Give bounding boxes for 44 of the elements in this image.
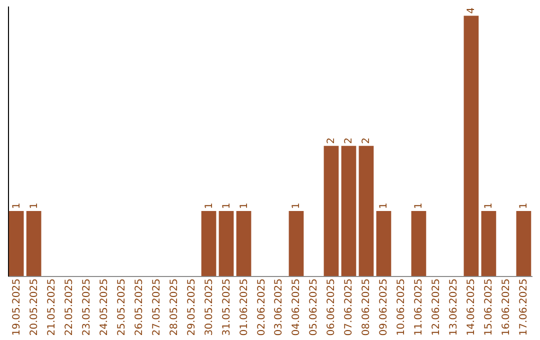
x-tick-label: 04.06.2025 bbox=[291, 278, 302, 336]
x-tick-label: 17.06.2025 bbox=[518, 278, 530, 336]
x-tick-label: 01.06.2025 bbox=[238, 278, 250, 336]
x-tick-label: 03.06.2025 bbox=[274, 278, 285, 336]
x-tick-label: 19.05.2025 bbox=[11, 278, 22, 336]
data-label: 1 bbox=[221, 202, 232, 209]
x-tick-label: 23.05.2025 bbox=[81, 278, 92, 336]
x-tick-label: 12.06.2025 bbox=[431, 278, 442, 336]
data-label: 4 bbox=[466, 7, 478, 14]
data-label: 1 bbox=[291, 202, 302, 209]
data-label: 1 bbox=[28, 202, 40, 209]
data-label: 2 bbox=[344, 138, 355, 144]
x-tick-label: 25.05.2025 bbox=[116, 278, 128, 336]
x-tick-label: 13.06.2025 bbox=[448, 278, 460, 336]
x-tick-label: 27.05.2025 bbox=[151, 278, 162, 336]
x-tick-label: 10.06.2025 bbox=[396, 278, 408, 336]
data-label: 1 bbox=[518, 202, 530, 209]
data-label: 2 bbox=[326, 138, 338, 144]
x-tick-label: 26.05.2025 bbox=[134, 278, 145, 336]
x-tick-label: 15.06.2025 bbox=[484, 278, 495, 336]
x-tick-label: 05.06.2025 bbox=[308, 278, 320, 336]
x-tick-label: 22.05.2025 bbox=[64, 278, 75, 336]
data-label: 2 bbox=[361, 138, 372, 144]
x-tick-label: 21.05.2025 bbox=[46, 278, 58, 336]
x-tick-label: 28.05.2025 bbox=[168, 278, 180, 336]
x-tick-label: 24.05.2025 bbox=[98, 278, 110, 336]
x-tick-label: 31.05.2025 bbox=[221, 278, 232, 336]
x-tick-label: 11.06.2025 bbox=[414, 278, 425, 336]
x-tick-label: 14.06.2025 bbox=[466, 278, 478, 336]
data-label: 1 bbox=[414, 202, 425, 209]
x-tick-label: 09.06.2025 bbox=[378, 278, 390, 336]
data-label: 1 bbox=[11, 202, 22, 209]
x-tick-label: 06.06.2025 bbox=[326, 278, 338, 336]
x-tick-label: 29.05.2025 bbox=[186, 278, 198, 336]
data-label: 1 bbox=[484, 202, 495, 209]
data-label: 1 bbox=[378, 202, 390, 209]
data-label: 1 bbox=[204, 202, 215, 209]
data-label: 1 bbox=[238, 202, 250, 209]
x-tick-label: 02.06.2025 bbox=[256, 278, 268, 336]
x-tick-label: 08.06.2025 bbox=[361, 278, 372, 336]
x-tick-label: 16.06.2025 bbox=[501, 278, 512, 336]
x-tick-label: 20.05.2025 bbox=[28, 278, 40, 336]
x-tick-label: 30.05.2025 bbox=[204, 278, 215, 336]
x-tick-label: 07.06.2025 bbox=[344, 278, 355, 336]
